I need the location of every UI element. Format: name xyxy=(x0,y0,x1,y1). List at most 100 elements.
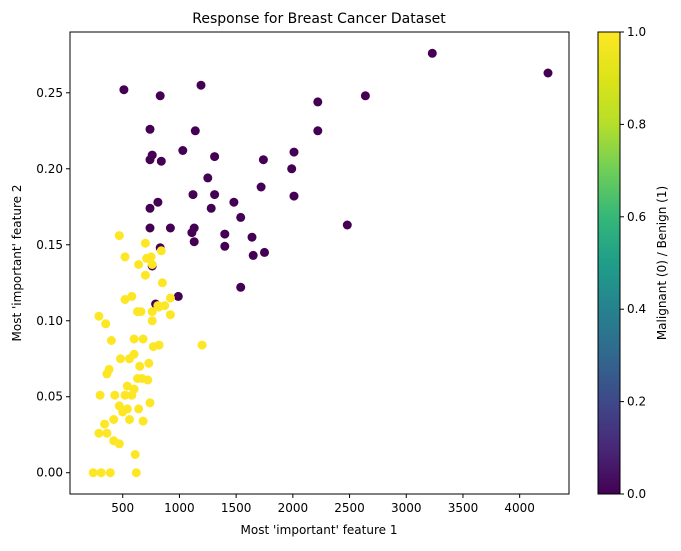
data-point-benign-62 xyxy=(131,468,141,478)
data-point-malignant-13 xyxy=(156,156,166,166)
data-point-malignant-33 xyxy=(220,229,230,239)
colorbar-ticks: 0.0 0.2 0.4 0.6 0.8 1.0 xyxy=(620,25,646,501)
data-point-benign-43 xyxy=(95,390,105,400)
data-point-benign-60 xyxy=(96,468,106,478)
data-point-malignant-8 xyxy=(145,124,155,134)
data-point-benign-48 xyxy=(122,404,132,414)
data-point-malignant-3 xyxy=(427,48,437,58)
x-tick-label: 3500 xyxy=(448,501,479,515)
data-point-benign-23 xyxy=(106,336,116,345)
data-point-malignant-4 xyxy=(543,68,553,78)
data-point-malignant-20 xyxy=(210,190,220,200)
data-point-benign-5 xyxy=(146,252,156,262)
x-tick-label: 2500 xyxy=(334,501,365,515)
data-point-benign-42 xyxy=(127,390,137,400)
data-point-benign-35 xyxy=(102,369,112,379)
points-layer xyxy=(88,48,553,478)
y-tick-label: 0.00 xyxy=(36,466,63,480)
y-axis-title: Most 'important' feature 2 xyxy=(10,185,24,342)
data-point-benign-27 xyxy=(154,340,164,350)
data-point-benign-57 xyxy=(114,439,124,449)
data-point-benign-50 xyxy=(109,415,119,424)
data-point-benign-54 xyxy=(94,428,104,438)
data-point-malignant-27 xyxy=(236,212,246,222)
data-point-benign-55 xyxy=(102,428,112,438)
data-point-benign-11 xyxy=(127,291,137,301)
colorbar-gradient xyxy=(598,32,620,494)
x-tick-label: 1500 xyxy=(221,501,252,515)
y-tick-label: 0.20 xyxy=(36,162,63,176)
data-point-benign-8 xyxy=(140,270,150,280)
data-point-malignant-22 xyxy=(289,191,299,201)
data-point-benign-15 xyxy=(136,307,146,317)
data-point-benign-30 xyxy=(116,354,125,364)
data-point-malignant-21 xyxy=(256,182,266,192)
data-point-malignant-30 xyxy=(165,223,175,233)
data-point-malignant-26 xyxy=(229,197,239,207)
y-tick-label: 0.15 xyxy=(36,238,63,252)
colorbar-tick-label: 1.0 xyxy=(627,25,646,39)
colorbar-title: Malignant (0) / Benign (1) xyxy=(655,186,669,340)
data-point-malignant-7 xyxy=(313,126,323,136)
data-point-benign-58 xyxy=(130,450,140,459)
x-tick-label: 3000 xyxy=(391,501,422,515)
x-axis-title: Most 'important' feature 1 xyxy=(241,523,398,537)
data-point-benign-40 xyxy=(143,375,153,385)
data-point-malignant-41 xyxy=(236,282,246,292)
data-point-malignant-29 xyxy=(145,223,155,233)
data-point-malignant-35 xyxy=(189,237,199,247)
colorbar: 0.0 0.2 0.4 0.6 0.8 1.0 Malignant (0) / Benig… xyxy=(597,25,669,501)
data-point-malignant-16 xyxy=(203,173,213,183)
x-tick-label: 2000 xyxy=(278,501,309,515)
data-point-benign-51 xyxy=(125,415,134,424)
data-point-benign-45 xyxy=(145,398,155,408)
data-point-malignant-43 xyxy=(173,291,183,301)
y-tick-label: 0.10 xyxy=(36,314,63,328)
data-point-benign-28 xyxy=(197,340,207,350)
data-point-malignant-24 xyxy=(153,197,163,207)
x-tick-label: 1000 xyxy=(164,501,195,515)
x-axis: 500 1000 1500 2000 2500 3000 3500 4000 xyxy=(111,494,535,515)
data-point-benign-61 xyxy=(105,468,115,478)
data-point-benign-3 xyxy=(120,252,130,262)
data-point-malignant-1 xyxy=(155,91,165,101)
data-point-benign-18 xyxy=(160,301,170,311)
data-point-benign-10 xyxy=(120,295,130,304)
data-point-benign-49 xyxy=(134,404,144,414)
data-point-benign-25 xyxy=(138,334,148,344)
data-point-benign-17 xyxy=(153,301,163,311)
data-point-malignant-25 xyxy=(206,203,216,213)
data-point-benign-19 xyxy=(165,310,175,320)
data-point-benign-16 xyxy=(147,307,157,317)
colorbar-tick-label: 0.0 xyxy=(627,487,646,501)
data-point-malignant-5 xyxy=(360,91,370,101)
colorbar-tick-label: 0.6 xyxy=(627,210,646,224)
data-point-benign-41 xyxy=(120,390,130,400)
colorbar-tick-label: 0.4 xyxy=(627,302,646,316)
data-point-malignant-18 xyxy=(287,164,297,174)
data-point-benign-6 xyxy=(134,260,144,269)
data-point-malignant-9 xyxy=(190,126,200,136)
data-point-benign-53 xyxy=(138,416,148,426)
y-axis: 0.00 0.05 0.10 0.15 0.20 0.25 xyxy=(36,86,70,480)
data-point-malignant-14 xyxy=(210,152,220,162)
data-point-benign-1 xyxy=(140,238,150,248)
data-point-malignant-34 xyxy=(247,232,257,242)
colorbar-tick-label: 0.8 xyxy=(627,117,646,131)
data-point-benign-44 xyxy=(110,390,120,400)
x-tick-label: 500 xyxy=(111,501,134,515)
data-point-benign-31 xyxy=(125,354,134,364)
data-point-benign-37 xyxy=(122,381,132,391)
y-tick-label: 0.05 xyxy=(36,390,63,404)
data-point-malignant-2 xyxy=(196,80,206,90)
chart-title: Response for Breast Cancer Dataset xyxy=(192,11,446,27)
data-point-malignant-38 xyxy=(260,247,269,257)
data-point-benign-0 xyxy=(114,231,124,241)
data-point-benign-7 xyxy=(147,260,157,269)
data-point-benign-20 xyxy=(147,316,157,326)
data-point-malignant-28 xyxy=(342,220,352,230)
data-point-malignant-6 xyxy=(313,97,323,107)
data-point-benign-32 xyxy=(144,358,154,368)
